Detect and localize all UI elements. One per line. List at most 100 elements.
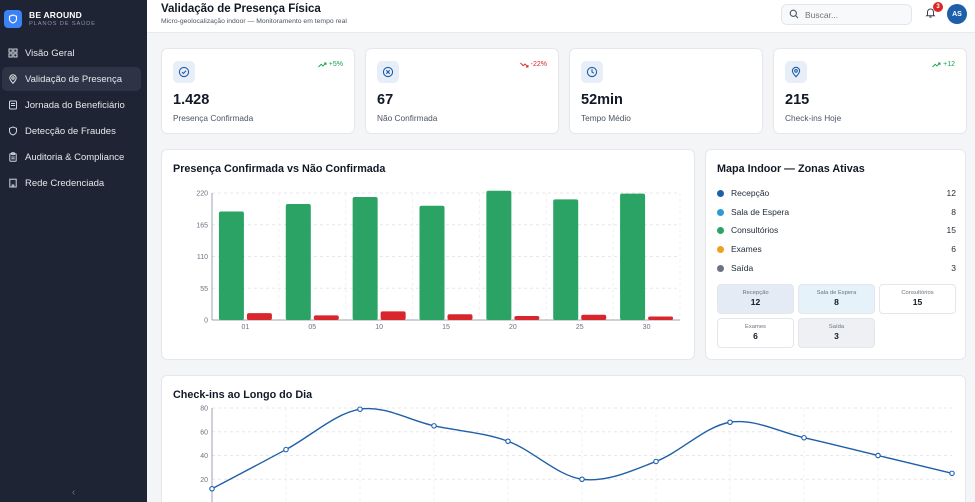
- tile-label: Sala de Espera: [816, 290, 857, 296]
- bar-unconfirmed: [648, 316, 674, 320]
- sidebar-nav: Visão Geral Validação de Presença Jornad…: [0, 41, 147, 197]
- zone-dot: [717, 189, 724, 197]
- page-title: Validação de Presença Física: [161, 3, 321, 15]
- bell-icon: [924, 5, 936, 23]
- data-point: [653, 458, 659, 465]
- line-chart-card: Check-ins ao Longo do Dia 20 40 60 80: [161, 375, 966, 502]
- data-point: [209, 486, 215, 492]
- x-tick-label: 15: [442, 324, 450, 331]
- zone-row-recepcao[interactable]: Recepção 12: [717, 184, 956, 202]
- zone-row-sala-espera[interactable]: Sala de Espera 8: [717, 203, 956, 221]
- notifications-button[interactable]: [921, 5, 939, 23]
- kpi-delta-value: +12: [943, 61, 955, 68]
- search-box[interactable]: [781, 4, 912, 25]
- bar-confirmed: [285, 203, 311, 320]
- brand-subtitle: PLANOS DE SAÚDE: [29, 21, 96, 27]
- y-tick-label: 40: [200, 453, 208, 460]
- sidebar-item-visao-geral[interactable]: Visão Geral: [2, 41, 141, 65]
- page-subtitle: Micro-geolocalização indoor — Monitorame…: [161, 18, 347, 25]
- chart-title: Check-ins ao Longo do Dia: [173, 389, 313, 401]
- data-point: [875, 452, 881, 459]
- kpi-delta: +5%: [317, 61, 343, 68]
- sidebar-item-validacao-presenca[interactable]: Validação de Presença: [2, 67, 141, 91]
- zone-dot: [717, 208, 724, 216]
- kpi-card-nao-confirmada: -22% 67 Não Confirmada: [365, 48, 559, 134]
- zone-tile-exames[interactable]: Exames 6: [717, 318, 794, 348]
- sidebar-collapse-button[interactable]: ‹: [71, 487, 76, 498]
- bar-unconfirmed: [313, 315, 339, 320]
- clock-icon: [581, 61, 603, 83]
- data-point: [579, 476, 585, 483]
- zone-row-exames[interactable]: Exames 6: [717, 240, 956, 258]
- avatar[interactable]: AS: [947, 4, 967, 24]
- x-tick-label: 30: [643, 324, 651, 331]
- clipboard-icon: [7, 152, 18, 163]
- y-tick-label: 55: [200, 286, 208, 293]
- sidebar-item-fraudes[interactable]: Detecção de Fraudes: [2, 119, 141, 143]
- bar-confirmed: [352, 197, 378, 320]
- sidebar-item-rede[interactable]: Rede Credenciada: [2, 171, 141, 195]
- bar-confirmed: [419, 205, 445, 320]
- kpi-value: 1.428: [173, 92, 210, 108]
- zone-tile-consultorios[interactable]: Consultórios 15: [879, 284, 956, 314]
- kpi-label: Tempo Médio: [581, 113, 631, 123]
- tile-label: Saída: [828, 324, 845, 330]
- bar-chart-card: Presença Confirmada vs Não Confirmada 0 5…: [161, 149, 695, 360]
- data-point: [431, 423, 437, 429]
- line-chart: 20 40 60 80: [200, 406, 955, 502]
- zone-count: 8: [951, 207, 956, 217]
- sidebar-item-auditoria[interactable]: Auditoria & Compliance: [2, 145, 141, 169]
- bar-unconfirmed: [514, 315, 540, 320]
- zone-count: 3: [951, 263, 956, 273]
- map-title: Mapa Indoor — Zonas Ativas: [717, 163, 865, 175]
- sidebar-item-label: Validação de Presença: [25, 73, 122, 85]
- trend-up-icon: [317, 62, 327, 67]
- zone-name: Consultórios: [731, 225, 779, 235]
- tile-value: 6: [753, 331, 758, 341]
- trend-down-icon: [519, 62, 529, 67]
- kpi-delta: +12: [932, 61, 955, 68]
- zone-row-consultorios[interactable]: Consultórios 15: [717, 221, 956, 239]
- tile-value: 15: [912, 297, 923, 307]
- bar-unconfirmed: [380, 311, 406, 320]
- kpi-label: Não Confirmada: [377, 113, 438, 123]
- kpi-value: 52min: [581, 92, 623, 108]
- zone-tile-sala-espera[interactable]: Sala de Espera 8: [798, 284, 875, 314]
- sidebar-item-jornada[interactable]: Jornada do Beneficiário: [2, 93, 141, 117]
- map-pin-icon: [785, 61, 807, 83]
- y-tick-label: 0: [204, 318, 208, 325]
- tile-label: Exames: [745, 324, 766, 330]
- kpi-label: Presença Confirmada: [173, 113, 254, 123]
- bar-unconfirmed: [246, 313, 272, 320]
- y-tick-label: 60: [200, 429, 208, 436]
- zone-tile-recepcao[interactable]: Recepção 12: [717, 284, 794, 314]
- sidebar-item-label: Visão Geral: [25, 47, 75, 59]
- kpi-delta: -22%: [519, 61, 547, 68]
- zone-tile-saida[interactable]: Saída 3: [798, 318, 875, 348]
- y-tick-label: 110: [197, 254, 208, 261]
- x-tick-label: 01: [242, 324, 250, 331]
- zone-count: 15: [946, 225, 956, 235]
- brand-logo-icon: [4, 10, 22, 28]
- search-input[interactable]: [805, 9, 905, 20]
- top-header: Validação de Presença Física Micro-geolo…: [147, 0, 975, 33]
- y-tick-label: 220: [196, 191, 208, 198]
- data-point: [357, 406, 363, 412]
- location-pin-icon: [7, 74, 18, 85]
- brand-name: BE AROUND: [29, 10, 82, 20]
- zone-row-saida[interactable]: Saída 3: [717, 259, 956, 277]
- route-icon: [7, 100, 18, 111]
- zone-dot: [717, 245, 724, 253]
- kpi-card-checkins-hoje: +12 215 Check-ins Hoje: [773, 48, 967, 134]
- grid-icon: [7, 48, 18, 59]
- brand[interactable]: BE AROUND PLANOS DE SAÚDE: [0, 4, 147, 34]
- tile-value: 12: [750, 297, 761, 307]
- zone-name: Sala de Espera: [731, 207, 790, 217]
- sidebar-item-label: Auditoria & Compliance: [25, 151, 125, 163]
- kpi-label: Check-ins Hoje: [785, 113, 842, 123]
- tile-label: Recepção: [742, 290, 769, 296]
- sidebar: BE AROUND PLANOS DE SAÚDE Visão Geral Va…: [0, 0, 147, 502]
- chart-title: Presença Confirmada vs Não Confirmada: [173, 163, 386, 175]
- bar-confirmed: [218, 211, 244, 320]
- y-tick-label: 165: [196, 222, 208, 229]
